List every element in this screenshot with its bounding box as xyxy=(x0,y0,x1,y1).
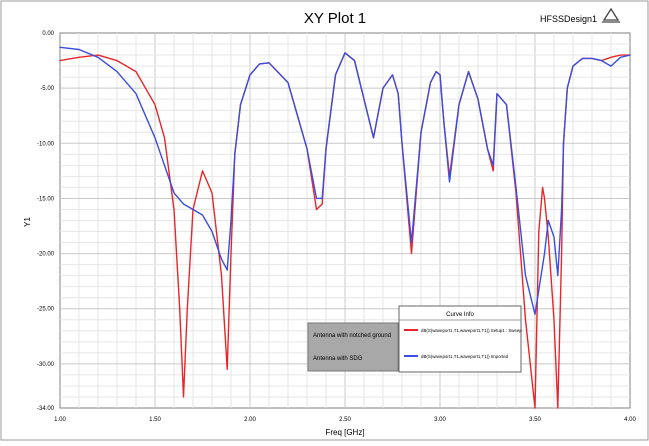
y-tick-label: -5.00 xyxy=(40,86,54,92)
chart-title: XY Plot 1 xyxy=(304,10,366,27)
annotation-sdg: Antenna with SDG xyxy=(313,356,363,362)
ansys-logo-icon xyxy=(602,7,620,23)
x-tick-label: 3.50 xyxy=(529,417,541,423)
legend-title: Curve Info xyxy=(446,312,474,318)
x-tick-label: 4.00 xyxy=(624,417,636,423)
y-tick-label: 0.00 xyxy=(42,31,54,37)
x-tick-labels: 1.00 1.50 2.00 2.50 3.00 3.50 4.00 xyxy=(54,417,636,423)
y-tick-label: -25.00 xyxy=(37,307,55,313)
series-line-2 xyxy=(59,46,631,315)
legend: Curve Info dB(S(waveport1,T1,waveport1,T… xyxy=(398,305,522,373)
x-tick-label: 1.00 xyxy=(54,417,66,423)
y-tick-label: -30.00 xyxy=(37,362,55,368)
annotation-box: Antenna with notched ground Antenna with… xyxy=(307,322,399,372)
grid xyxy=(60,33,630,408)
y-tick-label: -34.00 xyxy=(37,406,55,412)
y-tick-labels: 0.00 -5.00 -10.00 -15.00 -20.00 -25.00 -30.00 -… xyxy=(37,31,55,412)
x-tick-label: 3.00 xyxy=(434,417,446,423)
y-tick-label: -15.00 xyxy=(37,196,55,202)
annotation-notched-ground: Antenna with notched ground xyxy=(313,333,391,339)
x-axis-label: Freq [GHz] xyxy=(325,428,364,437)
x-tick-label: 2.00 xyxy=(244,417,256,423)
x-tick-label: 1.50 xyxy=(149,417,161,423)
y-axis-label: Y1 xyxy=(23,217,32,227)
legend-entry-2: dB(S(waveport1,T1,waveport1,T1)) Importe… xyxy=(421,354,509,359)
y-tick-label: -20.00 xyxy=(37,252,55,258)
series-layer xyxy=(59,46,631,409)
legend-entry-1: dB(S(waveport1,T1,waveport1,T1)) Setup1 … xyxy=(421,328,522,333)
x-tick-label: 2.50 xyxy=(339,417,351,423)
design-label: HFSSDesign1 xyxy=(540,14,597,24)
y-tick-label: -10.00 xyxy=(37,141,55,147)
